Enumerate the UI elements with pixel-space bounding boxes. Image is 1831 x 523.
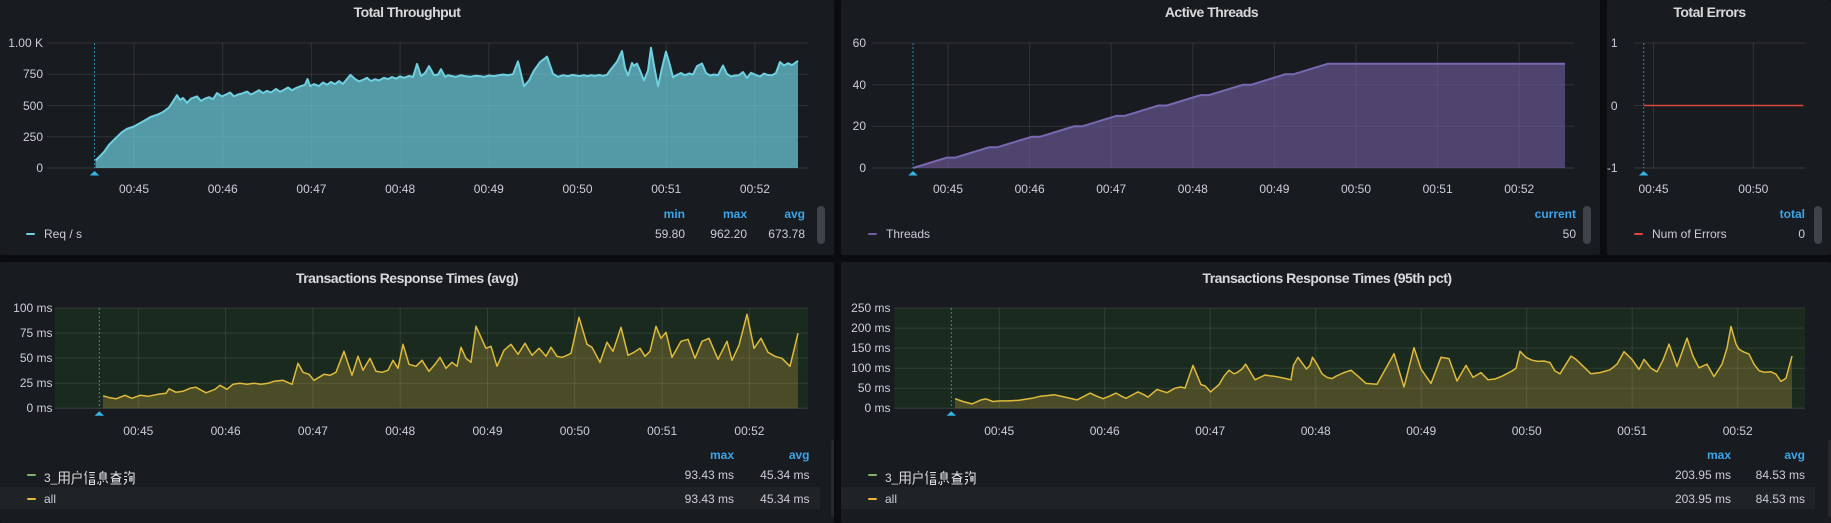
svg-text:3_: 3_ <box>44 471 58 485</box>
svg-text:3_: 3_ <box>885 471 899 485</box>
